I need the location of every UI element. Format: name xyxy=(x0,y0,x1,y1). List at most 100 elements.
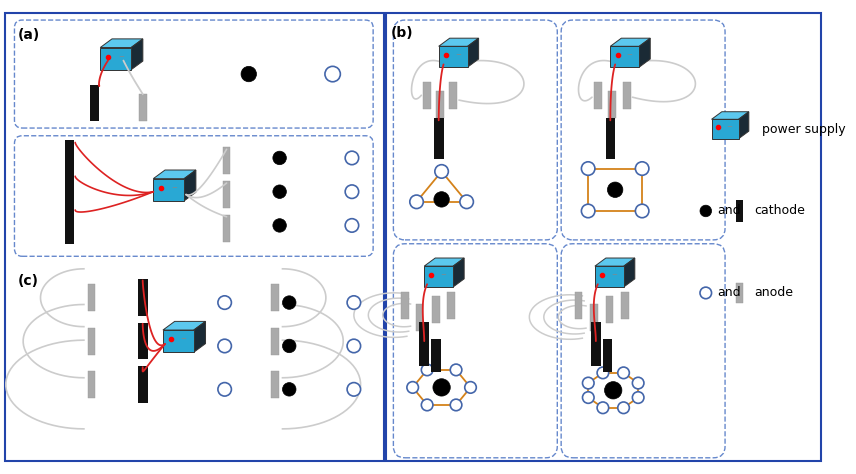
Polygon shape xyxy=(610,46,639,67)
Bar xyxy=(591,322,601,366)
Polygon shape xyxy=(131,39,143,70)
Polygon shape xyxy=(595,258,635,266)
Bar xyxy=(423,82,431,109)
Bar xyxy=(90,85,99,121)
Text: −: − xyxy=(611,272,617,278)
Text: and: and xyxy=(717,286,741,300)
Polygon shape xyxy=(639,38,651,67)
Text: power supply: power supply xyxy=(762,122,846,136)
Polygon shape xyxy=(610,38,651,46)
Polygon shape xyxy=(163,321,205,330)
Polygon shape xyxy=(193,321,205,352)
Circle shape xyxy=(450,364,462,376)
Bar xyxy=(434,118,443,159)
Bar xyxy=(574,292,582,319)
Bar xyxy=(271,328,279,355)
Bar xyxy=(419,322,429,366)
Polygon shape xyxy=(711,112,749,119)
Polygon shape xyxy=(153,179,184,201)
Circle shape xyxy=(450,399,462,411)
Bar xyxy=(271,371,279,398)
Bar xyxy=(621,292,628,319)
Text: −: − xyxy=(118,54,124,60)
Circle shape xyxy=(325,66,341,82)
Text: (b): (b) xyxy=(390,26,413,40)
Text: and: and xyxy=(717,204,741,218)
Bar xyxy=(415,303,423,330)
Bar xyxy=(138,323,147,359)
Bar xyxy=(609,91,616,118)
Circle shape xyxy=(273,219,287,232)
Text: cathode: cathode xyxy=(754,204,805,218)
Bar xyxy=(436,91,443,118)
Polygon shape xyxy=(439,46,467,67)
Bar xyxy=(605,118,615,159)
Bar xyxy=(603,339,612,373)
Bar xyxy=(88,284,96,311)
Circle shape xyxy=(582,392,594,403)
Bar xyxy=(138,366,147,403)
Circle shape xyxy=(241,66,257,82)
Bar xyxy=(64,207,74,244)
Polygon shape xyxy=(184,170,196,201)
Text: −: − xyxy=(627,52,633,58)
Circle shape xyxy=(421,364,433,376)
Bar xyxy=(139,94,146,121)
Circle shape xyxy=(410,195,423,209)
Circle shape xyxy=(434,191,449,207)
Circle shape xyxy=(465,382,476,393)
Circle shape xyxy=(347,296,360,310)
Circle shape xyxy=(273,185,287,199)
Circle shape xyxy=(633,392,644,403)
Circle shape xyxy=(282,296,296,310)
Polygon shape xyxy=(595,266,624,287)
Circle shape xyxy=(273,151,287,164)
Text: −: − xyxy=(727,124,733,130)
Circle shape xyxy=(618,402,629,413)
Circle shape xyxy=(435,164,449,178)
Text: −: − xyxy=(181,336,187,342)
Bar xyxy=(594,82,602,109)
Bar xyxy=(271,284,279,311)
Circle shape xyxy=(635,204,649,218)
Circle shape xyxy=(597,402,609,413)
Bar xyxy=(5,13,383,461)
Circle shape xyxy=(581,204,595,218)
Polygon shape xyxy=(453,258,464,287)
Bar xyxy=(64,173,74,210)
Circle shape xyxy=(345,185,359,199)
Text: (c): (c) xyxy=(17,273,39,288)
Bar xyxy=(401,292,409,319)
Circle shape xyxy=(460,195,473,209)
Circle shape xyxy=(700,287,711,299)
Text: −: − xyxy=(455,52,461,58)
Circle shape xyxy=(421,399,433,411)
Polygon shape xyxy=(624,258,635,287)
Circle shape xyxy=(218,296,231,310)
Bar xyxy=(590,303,597,330)
Bar xyxy=(432,296,440,323)
Bar xyxy=(64,140,74,176)
Circle shape xyxy=(581,162,595,175)
Text: −: − xyxy=(441,272,447,278)
Polygon shape xyxy=(100,39,143,47)
Circle shape xyxy=(700,205,711,217)
Bar xyxy=(448,292,455,319)
Circle shape xyxy=(345,151,359,164)
Circle shape xyxy=(635,162,649,175)
Polygon shape xyxy=(739,112,749,139)
Circle shape xyxy=(347,383,360,396)
Text: anode: anode xyxy=(754,286,793,300)
Circle shape xyxy=(582,377,594,389)
Circle shape xyxy=(597,367,609,379)
Text: (a): (a) xyxy=(17,28,39,42)
Bar xyxy=(223,147,230,174)
Circle shape xyxy=(407,382,419,393)
Polygon shape xyxy=(153,170,196,179)
Polygon shape xyxy=(425,258,464,266)
Polygon shape xyxy=(439,38,479,46)
Polygon shape xyxy=(425,266,453,287)
Polygon shape xyxy=(711,119,739,139)
Bar xyxy=(223,215,230,242)
Circle shape xyxy=(282,339,296,353)
